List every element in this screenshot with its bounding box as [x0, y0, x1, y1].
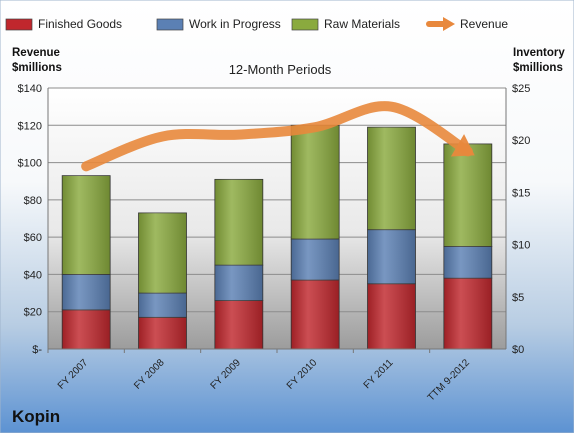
chart-title: 12-Month Periods: [229, 62, 332, 77]
legend-swatch: [5, 18, 33, 31]
bar-segment-shade: [62, 274, 111, 310]
bar-segment-shade: [62, 309, 111, 349]
bar-segment-shade: [291, 280, 340, 349]
bar-segment-shade: [291, 125, 340, 240]
revenue-line-layer: [81, 101, 475, 172]
right-tick-label: $0: [512, 344, 524, 356]
bar-segment-shade: [443, 246, 492, 279]
left-tick-label: $120: [18, 120, 42, 132]
right-tick-label: $5: [512, 292, 524, 304]
bar-segment-shade: [214, 300, 263, 349]
bar-segment-shade: [138, 317, 187, 349]
right-tick-label: $10: [512, 240, 530, 252]
legend-label: Revenue: [460, 17, 508, 31]
left-tick-label: $60: [24, 232, 42, 244]
left-tick-label: $20: [24, 307, 42, 319]
left-tick-label: $-: [32, 344, 42, 356]
bar-segment-shade: [443, 143, 492, 247]
bar-segment-shade: [367, 229, 416, 284]
legend-swatch: [291, 18, 319, 31]
bar-segment-shade: [443, 278, 492, 349]
legend-arrow-swatch: [443, 17, 455, 31]
left-axis-label-line2: $millions: [12, 62, 62, 74]
right-axis-label-line2: $millions: [513, 62, 563, 74]
legend-label: Work in Progress: [189, 17, 281, 31]
right-tick-label: $20: [512, 135, 530, 147]
company-name: Kopin: [12, 407, 60, 426]
revenue-line: [81, 101, 473, 172]
left-tick-label: $100: [18, 158, 42, 170]
bar-segment-shade: [214, 265, 263, 301]
left-tick-label: $140: [18, 83, 42, 95]
right-tick-label: $25: [512, 83, 530, 95]
bar-segment-shade: [367, 283, 416, 349]
right-tick-label: $15: [512, 187, 530, 199]
bar-segment-shade: [138, 212, 187, 294]
bars: [61, 124, 493, 350]
legend-label: Finished Goods: [38, 17, 122, 31]
bar-segment-shade: [214, 179, 263, 266]
revenue-arrowhead: [450, 134, 475, 157]
legend-label: Raw Materials: [324, 17, 400, 31]
bar-segment-shade: [62, 175, 111, 275]
left-tick-label: $80: [24, 195, 42, 207]
bar-segment-shade: [367, 127, 416, 230]
left-tick-label: $40: [24, 269, 42, 281]
legend-swatch: [156, 18, 184, 31]
bar-segment-shade: [291, 239, 340, 281]
left-axis-label-line1: Revenue: [12, 47, 60, 59]
legend: Finished Goods Work in Progress Raw Materi…: [5, 17, 508, 31]
right-axis-label-line1: Inventory: [513, 47, 565, 59]
bar-segment-shade: [138, 293, 187, 318]
